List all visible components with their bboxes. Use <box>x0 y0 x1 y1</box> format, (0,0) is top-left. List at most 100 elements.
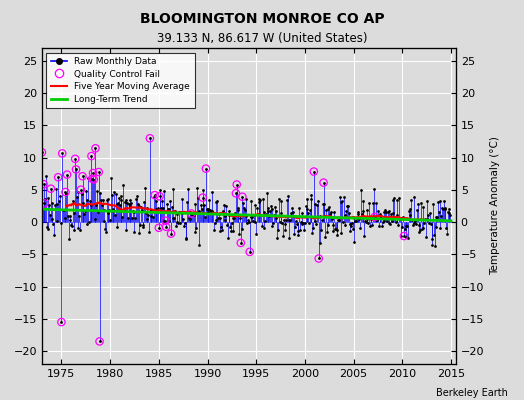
Point <box>307 196 315 202</box>
Point <box>159 188 168 194</box>
Point <box>355 216 364 222</box>
Point <box>205 197 213 203</box>
Point <box>364 220 373 226</box>
Point <box>301 220 309 226</box>
Point <box>298 221 306 227</box>
Point <box>183 198 191 205</box>
Point <box>413 207 421 214</box>
Point <box>137 204 145 210</box>
Point <box>258 196 267 202</box>
Point <box>383 218 391 224</box>
Point <box>69 210 78 216</box>
Point <box>210 227 218 233</box>
Point <box>159 205 167 211</box>
Point <box>125 203 134 209</box>
Point <box>414 229 423 235</box>
Point <box>119 182 127 188</box>
Point <box>275 196 283 202</box>
Point <box>163 200 171 207</box>
Point <box>54 174 62 180</box>
Point <box>77 186 85 193</box>
Point <box>187 210 195 217</box>
Point <box>400 225 409 232</box>
Point <box>412 221 420 227</box>
Point <box>150 194 158 200</box>
Point <box>370 214 379 220</box>
Point <box>190 212 198 218</box>
Point <box>330 209 339 215</box>
Point <box>60 206 68 213</box>
Point <box>212 198 221 205</box>
Point <box>329 222 337 228</box>
Point <box>233 181 241 188</box>
Point <box>392 197 401 203</box>
Point <box>235 230 243 237</box>
Point <box>299 220 308 226</box>
Point <box>217 224 225 230</box>
Point <box>332 232 341 238</box>
Point <box>409 222 417 228</box>
Point <box>249 212 258 218</box>
Point <box>406 206 414 212</box>
Point <box>370 214 379 220</box>
Point <box>104 196 113 203</box>
Point <box>63 172 71 178</box>
Point <box>165 217 173 224</box>
Point <box>198 206 206 213</box>
Point <box>322 207 330 213</box>
Point <box>274 227 282 233</box>
Point <box>394 222 402 228</box>
Point <box>73 224 82 231</box>
Point <box>372 200 380 206</box>
Point <box>409 220 418 227</box>
Point <box>397 233 405 240</box>
Point <box>227 228 235 234</box>
Point <box>94 209 102 216</box>
Point <box>57 319 66 325</box>
Point <box>176 220 184 226</box>
Point <box>231 210 239 216</box>
Point <box>378 222 386 229</box>
Point <box>436 198 445 204</box>
Point <box>269 220 277 226</box>
Point <box>168 204 176 210</box>
Point <box>237 226 246 232</box>
Point <box>185 209 194 216</box>
Point <box>242 195 250 202</box>
Point <box>215 211 223 218</box>
Point <box>40 200 49 206</box>
Point <box>144 212 152 218</box>
Point <box>216 228 225 234</box>
Point <box>223 222 231 228</box>
Point <box>225 208 234 214</box>
Point <box>310 168 318 175</box>
Point <box>385 208 394 214</box>
Point <box>324 206 333 212</box>
Point <box>264 208 272 215</box>
Point <box>363 207 371 213</box>
Point <box>132 196 140 203</box>
Point <box>106 217 114 223</box>
Point <box>227 220 236 226</box>
Point <box>400 233 408 239</box>
Point <box>211 220 219 226</box>
Point <box>107 192 116 198</box>
Point <box>336 198 345 205</box>
Point <box>129 228 138 235</box>
Point <box>328 216 336 222</box>
Point <box>182 236 191 242</box>
Point <box>352 218 360 224</box>
Point <box>180 223 188 229</box>
Y-axis label: Temperature Anomaly (°C): Temperature Anomaly (°C) <box>490 136 500 276</box>
Point <box>444 209 452 216</box>
Point <box>335 194 344 200</box>
Point <box>203 209 212 215</box>
Point <box>316 213 324 219</box>
Point <box>151 206 160 212</box>
Point <box>50 232 58 238</box>
Point <box>114 200 123 206</box>
Point <box>314 198 322 205</box>
Point <box>123 200 132 206</box>
Legend: Raw Monthly Data, Quality Control Fail, Five Year Moving Average, Long-Term Tren: Raw Monthly Data, Quality Control Fail, … <box>47 52 195 108</box>
Point <box>422 198 431 204</box>
